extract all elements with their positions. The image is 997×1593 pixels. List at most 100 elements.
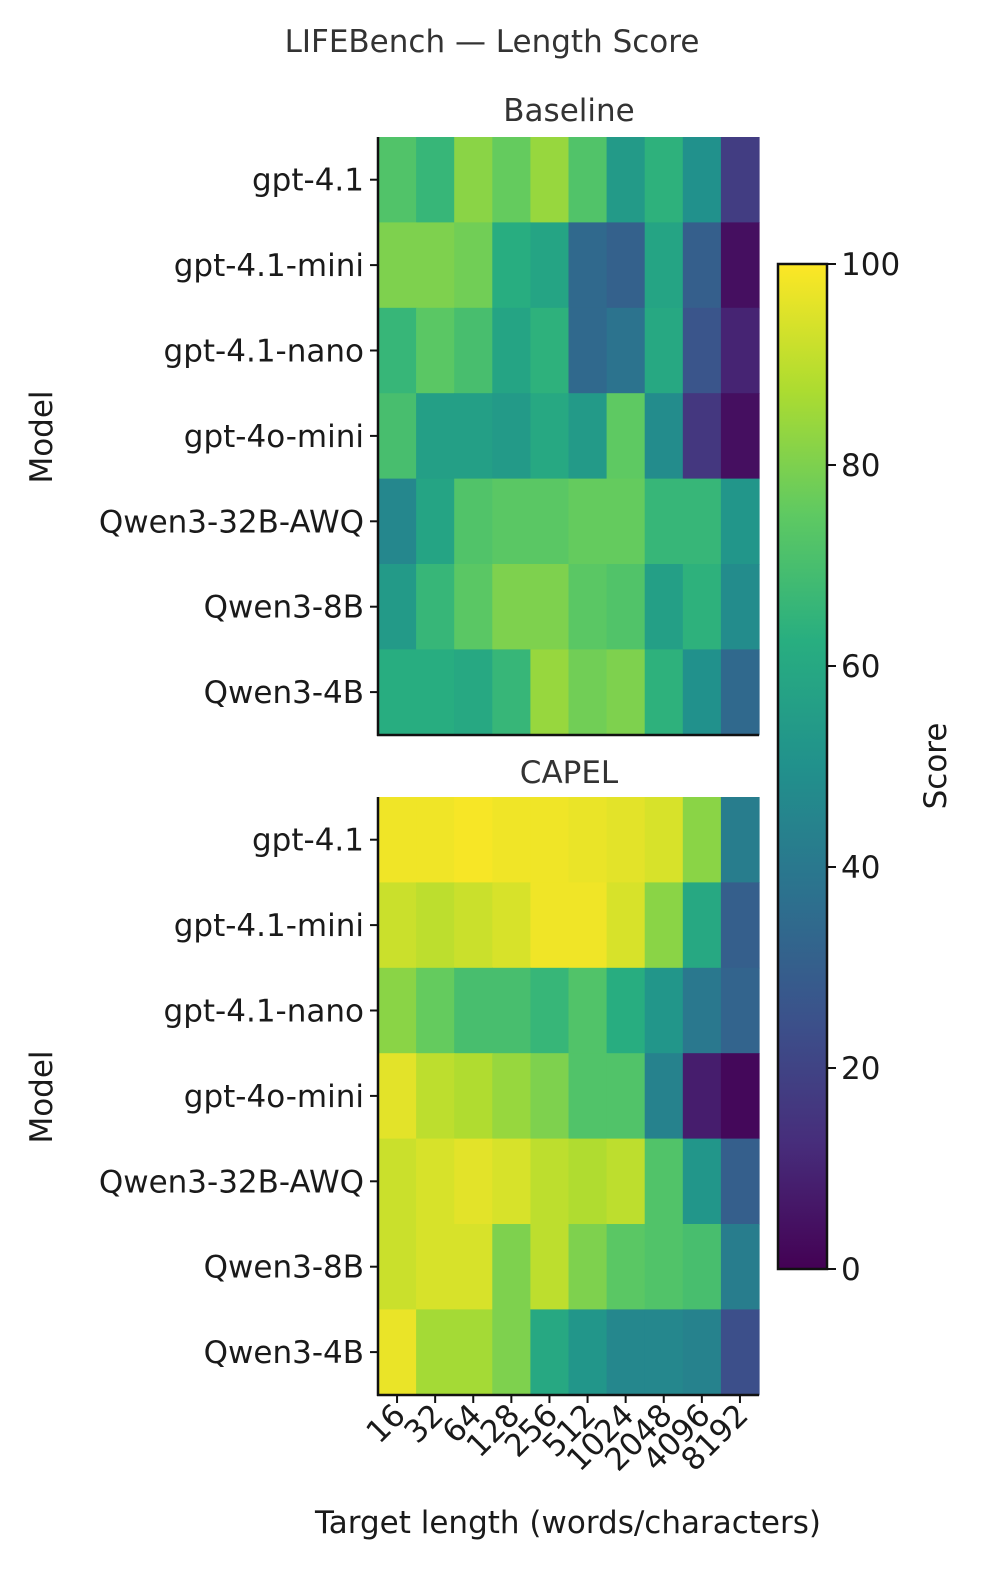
heatmap-cell xyxy=(530,882,570,969)
heatmap-cell xyxy=(568,649,608,736)
heatmap-cell xyxy=(454,307,493,394)
heatmap-cell xyxy=(454,1309,493,1396)
heatmap-cell xyxy=(454,967,493,1054)
heatmap-cell xyxy=(378,1053,417,1140)
heatmap-cell xyxy=(720,1224,760,1310)
baseline-heatmap-cells xyxy=(378,137,760,736)
heatmap-cell xyxy=(682,1053,722,1140)
heatmap-cell xyxy=(492,882,531,969)
heatmap-cell xyxy=(454,882,493,969)
colorbar-tick-label: 20 xyxy=(841,1051,880,1087)
heatmap-cell xyxy=(378,222,417,309)
heatmap-cell xyxy=(720,1138,760,1225)
capel-heatmap-cells xyxy=(378,797,760,1396)
heatmap-cell xyxy=(378,1309,417,1396)
heatmap-cell xyxy=(530,1053,570,1140)
heatmap-cell xyxy=(416,882,455,969)
heatmap-cell xyxy=(416,564,455,650)
heatmap-cell xyxy=(644,1138,684,1225)
colorbar-ticks: 0 20 40 60 80 100 xyxy=(827,247,900,1288)
heatmap-cell xyxy=(378,1138,417,1225)
heatmap-cell xyxy=(644,478,684,565)
model-label: gpt-4o-mini xyxy=(184,419,364,455)
capel-model-labels: gpt-4.1 gpt-4.1-mini gpt-4.1-nano gpt-4o-mi… xyxy=(99,823,378,1371)
heatmap-cell xyxy=(720,882,760,969)
heatmap-cell xyxy=(492,393,531,480)
heatmap-cell xyxy=(644,307,684,394)
heatmap-cell xyxy=(720,1309,760,1396)
heatmap-cell xyxy=(606,1138,646,1225)
heatmap-cell xyxy=(682,797,722,883)
heatmap-cell xyxy=(454,1138,493,1225)
heatmap-cell xyxy=(682,1224,722,1310)
heatmap-cell xyxy=(530,137,570,223)
heatmap-cell xyxy=(644,564,684,650)
heatmap-cell xyxy=(568,137,608,223)
model-label: gpt-4.1-nano xyxy=(164,334,364,370)
panel-title-capel: CAPEL xyxy=(520,755,619,791)
heatmap-cell xyxy=(606,649,646,736)
heatmap-cell xyxy=(492,1224,531,1310)
colorbar-tick-label: 80 xyxy=(841,448,880,484)
heatmap-cell xyxy=(644,222,684,309)
heatmap-cell xyxy=(378,137,417,223)
heatmap-cell xyxy=(606,393,646,480)
heatmap-cell xyxy=(378,564,417,650)
heatmap-cell xyxy=(530,1224,570,1310)
heatmap-cell xyxy=(492,307,531,394)
heatmap-cell xyxy=(492,1138,531,1225)
heatmap-cell xyxy=(416,137,455,223)
heatmap-cell xyxy=(606,564,646,650)
heatmap-cell xyxy=(568,967,608,1054)
model-label: Qwen3-32B-AWQ xyxy=(99,504,364,540)
heatmap-cell xyxy=(454,393,493,480)
heatmap-cell xyxy=(720,649,760,736)
heatmap-cell xyxy=(568,1053,608,1140)
heatmap-cell xyxy=(530,307,570,394)
model-label: gpt-4.1-mini xyxy=(174,908,364,944)
heatmap-cell xyxy=(682,307,722,394)
heatmap-cell xyxy=(416,649,455,736)
capel-y-axis-label: Model xyxy=(24,1050,60,1143)
heatmap-cell xyxy=(530,1309,570,1396)
heatmap-cell xyxy=(644,882,684,969)
heatmap-cell xyxy=(416,1309,455,1396)
heatmap-cell xyxy=(682,222,722,309)
model-label: Qwen3-4B xyxy=(204,675,364,711)
heatmap-cell xyxy=(530,478,570,565)
heatmap-cell xyxy=(568,222,608,309)
heatmap-cell xyxy=(416,1224,455,1310)
heatmap-cell xyxy=(378,393,417,480)
heatmap-cell xyxy=(644,137,684,223)
heatmap-cell xyxy=(378,649,417,736)
heatmap-cell xyxy=(682,564,722,650)
heatmap-cell xyxy=(454,1053,493,1140)
heatmap-cell xyxy=(606,882,646,969)
heatmap-cell xyxy=(568,307,608,394)
x-axis-label: Target length (words/characters) xyxy=(314,1505,821,1541)
heatmap-cell xyxy=(530,222,570,309)
heatmap-cell xyxy=(644,1309,684,1396)
heatmap-cell xyxy=(644,1053,684,1140)
heatmap-cell xyxy=(492,564,531,650)
heatmap-cell xyxy=(492,649,531,736)
heatmap-cell xyxy=(378,1224,417,1310)
model-label: gpt-4.1 xyxy=(252,823,364,859)
heatmap-cell xyxy=(682,478,722,565)
model-label: Qwen3-32B-AWQ xyxy=(99,1164,364,1200)
baseline-y-axis-label: Model xyxy=(24,390,60,483)
heatmap-cell xyxy=(454,137,493,223)
colorbar-tick-label: 40 xyxy=(841,850,880,886)
heatmap-cell xyxy=(682,967,722,1054)
heatmap-cell xyxy=(682,1138,722,1225)
heatmap-cell xyxy=(682,393,722,480)
heatmap-cell xyxy=(606,222,646,309)
heatmap-cell xyxy=(568,882,608,969)
heatmap-cell xyxy=(416,1053,455,1140)
heatmap-cell xyxy=(568,1309,608,1396)
heatmap-cell xyxy=(416,307,455,394)
heatmap-cell xyxy=(454,222,493,309)
heatmap-cell xyxy=(530,1138,570,1225)
heatmap-cell xyxy=(454,797,493,883)
baseline-model-labels: gpt-4.1 gpt-4.1-mini gpt-4.1-nano gpt-4o-mi… xyxy=(99,163,378,711)
